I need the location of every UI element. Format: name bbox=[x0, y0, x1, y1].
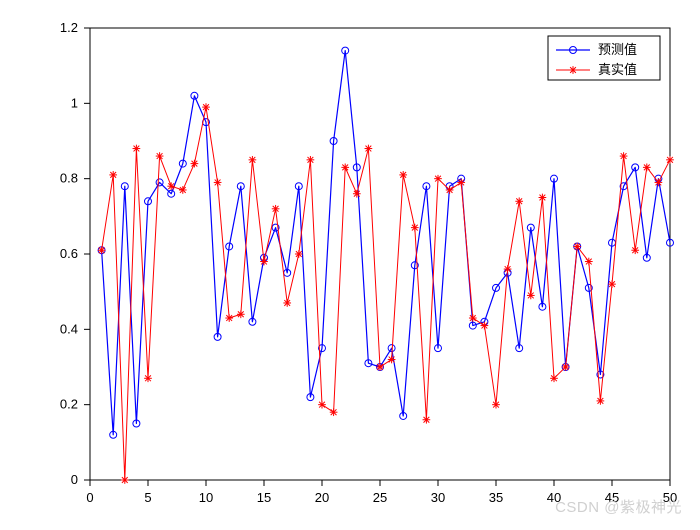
svg-text:1: 1 bbox=[71, 95, 78, 110]
svg-text:35: 35 bbox=[489, 490, 503, 505]
svg-text:0.8: 0.8 bbox=[60, 171, 78, 186]
svg-text:0.2: 0.2 bbox=[60, 397, 78, 412]
svg-text:25: 25 bbox=[373, 490, 387, 505]
svg-text:1.2: 1.2 bbox=[60, 20, 78, 35]
legend: 预测值真实值 bbox=[548, 36, 660, 80]
svg-text:0.6: 0.6 bbox=[60, 246, 78, 261]
svg-text:10: 10 bbox=[199, 490, 213, 505]
svg-text:0.4: 0.4 bbox=[60, 321, 78, 336]
watermark-text: CSDN @紫极神光 bbox=[555, 496, 682, 517]
svg-text:20: 20 bbox=[315, 490, 329, 505]
svg-text:15: 15 bbox=[257, 490, 271, 505]
svg-text:0: 0 bbox=[86, 490, 93, 505]
line-chart: 0510152025303540455000.20.40.60.811.2预测值… bbox=[0, 0, 700, 525]
svg-text:5: 5 bbox=[144, 490, 151, 505]
svg-text:0: 0 bbox=[71, 472, 78, 487]
svg-text:真实值: 真实值 bbox=[598, 62, 637, 77]
svg-text:30: 30 bbox=[431, 490, 445, 505]
svg-text:预测值: 预测值 bbox=[598, 42, 637, 57]
chart-container: 0510152025303540455000.20.40.60.811.2预测值… bbox=[0, 0, 700, 530]
